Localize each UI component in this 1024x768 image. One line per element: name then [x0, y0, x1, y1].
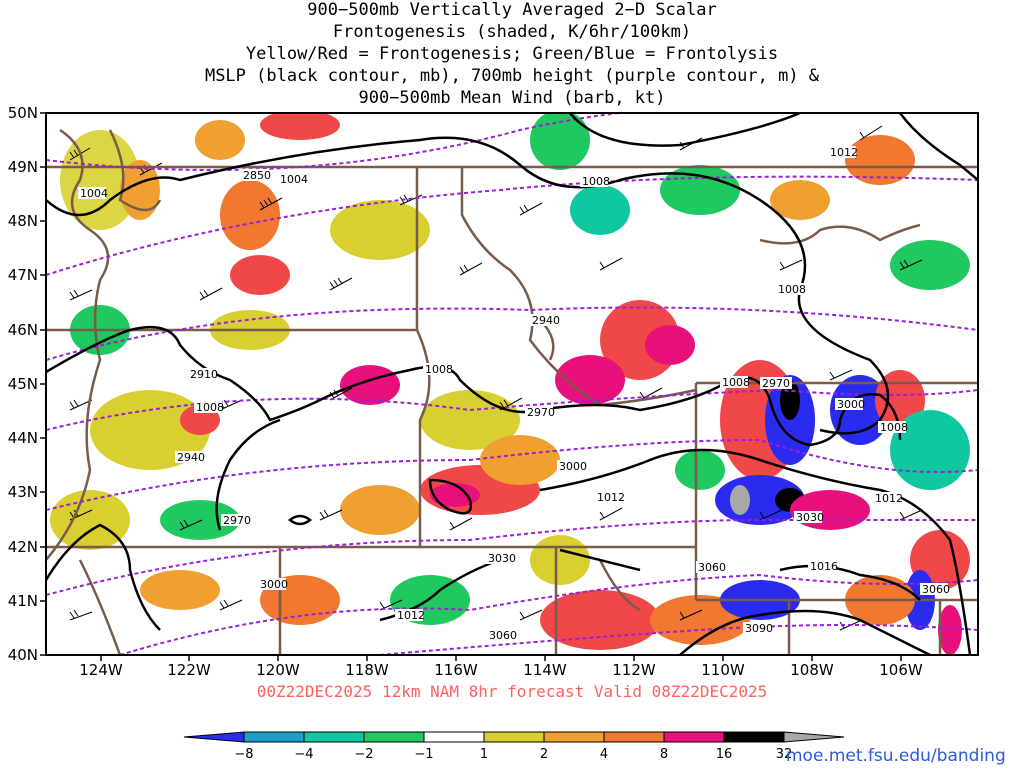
lon-label: 124W [79, 661, 123, 679]
mslp-label: 1008 [880, 421, 908, 434]
mslp-label: 1008 [582, 175, 610, 188]
height-label: 3060 [698, 561, 726, 574]
mslp-label: 1012 [397, 609, 425, 622]
height-label: 3000 [837, 398, 865, 411]
mslp-label: 1008 [196, 401, 224, 414]
height-label: 3030 [488, 552, 516, 565]
lon-label: 106W [879, 661, 923, 679]
mslp-label: 1012 [875, 492, 903, 505]
height-label: 2910 [190, 368, 218, 381]
colorbar-label: 4 [599, 747, 609, 762]
axis-ticks [40, 112, 902, 661]
lon-label: 122W [167, 661, 211, 679]
lon-label: 118W [345, 661, 389, 679]
lon-label: 116W [434, 661, 478, 679]
title-line-4: MSLP (black contour, mb), 700mb height (… [204, 66, 820, 86]
credit-link[interactable]: moe.met.fsu.edu/banding [786, 746, 1006, 766]
colorbar-label: 8 [659, 747, 669, 762]
colorbar-label: 2 [539, 747, 549, 762]
mslp-label: 1008 [778, 283, 806, 296]
colorbar-label: −8 [234, 747, 254, 762]
mslp-label: 1012 [830, 146, 858, 159]
colorbar-label: 16 [715, 747, 733, 762]
colorbar-label: −1 [414, 747, 434, 762]
height-label: 2940 [532, 314, 560, 327]
height-label: 2940 [177, 451, 205, 464]
lon-label: 112W [612, 661, 656, 679]
height-label: 3060 [489, 629, 517, 642]
height-label: 3090 [745, 622, 773, 635]
title-line-1: 900−500mb Vertically Averaged 2−D Scalar [307, 0, 717, 20]
height-label: 3000 [559, 460, 587, 473]
lat-label: 45N [7, 375, 38, 393]
height-label: 3030 [796, 511, 824, 524]
height-label: 2970 [527, 406, 555, 419]
lat-label: 40N [7, 646, 38, 664]
lat-label: 42N [7, 538, 38, 556]
lat-label: 48N [7, 212, 38, 230]
colorbar-label: −4 [294, 747, 314, 762]
lon-label: 108W [790, 661, 834, 679]
title-line-5: 900−500mb Mean Wind (barb, kt) [358, 88, 666, 108]
mslp-label: 1008 [425, 363, 453, 376]
height-label: 2970 [762, 377, 790, 390]
height-label: 3000 [260, 578, 288, 591]
title-line-2: Frontogenesis (shaded, K/6hr/100km) [332, 22, 692, 42]
mslp-labels: 1004 1004 1008 1012 1008 1008 1008 1008 … [78, 146, 908, 622]
height-label: 2850 [243, 169, 271, 182]
height-labels: 2850 2940 2910 2940 2970 2970 2970 3000 … [175, 169, 950, 642]
lat-label: 43N [7, 483, 38, 501]
mslp-label: 1016 [810, 560, 838, 573]
height-label: 2970 [223, 514, 251, 527]
colorbar-label: 1 [479, 747, 489, 762]
lat-label: 50N [7, 104, 38, 122]
mslp-label: 1004 [80, 187, 108, 200]
forecast-valid-time: 00Z22DEC2025 12km NAM 8hr forecast Valid… [256, 682, 768, 701]
lat-label: 44N [7, 429, 38, 447]
lon-label: 114W [523, 661, 567, 679]
lat-label: 46N [7, 321, 38, 339]
state-borders [46, 128, 978, 655]
lon-label: 110W [701, 661, 745, 679]
mslp-label: 1004 [280, 173, 308, 186]
lon-label: 120W [256, 661, 300, 679]
lat-label: 47N [7, 266, 38, 284]
title-line-3: Yellow/Red = Frontogenesis; Green/Blue =… [245, 44, 779, 64]
colorbar-label: −2 [354, 747, 374, 762]
mslp-label: 1012 [597, 491, 625, 504]
height-label: 3060 [922, 583, 950, 596]
mslp-label: 1008 [722, 376, 750, 389]
colorbar-label: 32 [775, 747, 793, 762]
lat-label: 49N [7, 158, 38, 176]
lat-label: 41N [7, 592, 38, 610]
mslp-contours [46, 113, 978, 655]
